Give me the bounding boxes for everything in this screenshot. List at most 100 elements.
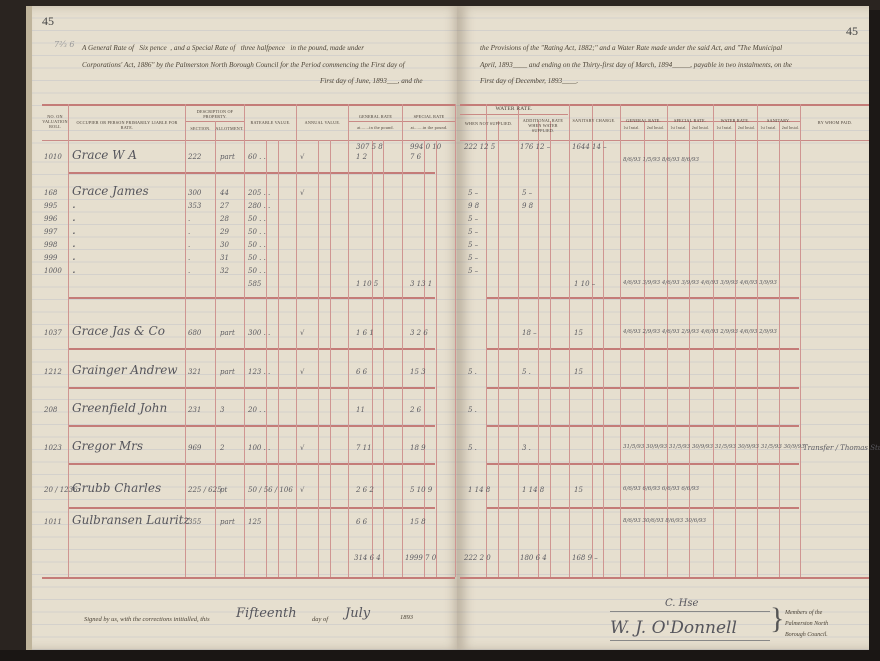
general-rate: 6 6 bbox=[356, 368, 368, 376]
rateable-value: 50 . . bbox=[248, 228, 266, 236]
rateable-value: 50 . . bbox=[248, 267, 266, 275]
rateable-value: 125 bbox=[248, 518, 262, 526]
column-rule bbox=[68, 104, 69, 577]
row-separator bbox=[68, 297, 435, 299]
row-separator bbox=[68, 172, 435, 174]
payment-dates: 8/6/93 30/6/93 8/6/93 30/6/93 bbox=[623, 518, 707, 524]
special-rate: 2 6 bbox=[410, 406, 422, 414]
special-rate: 15 3 bbox=[410, 368, 426, 376]
signature-2: W. J. O'Donnell bbox=[610, 618, 737, 638]
col-1st-instalment: 1st Instal. bbox=[623, 126, 640, 130]
rateable-value: 50 . . bbox=[248, 215, 266, 223]
payment-dates: 6/6/93 6/6/93 6/6/93 6/6/93 bbox=[623, 486, 700, 492]
column-rule bbox=[757, 104, 758, 577]
col-when-not-supplied: When Not Supplied. bbox=[464, 121, 513, 126]
members-line-1: Members of the bbox=[785, 610, 823, 616]
water-rate: 5 – bbox=[468, 215, 479, 223]
column-rule bbox=[569, 104, 570, 577]
page-number-left: 45 bbox=[42, 14, 54, 28]
col-valuation-roll: No. on Valuation Roll bbox=[42, 114, 68, 129]
rateable-value: 280 . . bbox=[248, 202, 271, 210]
section: . bbox=[188, 254, 191, 262]
valuation-number: 1023 bbox=[44, 444, 62, 452]
row-separator bbox=[68, 425, 435, 427]
col-by-whom-paid: By Whom Paid. bbox=[817, 120, 853, 125]
column-rule bbox=[383, 140, 384, 577]
col-1st-instalment: 1st Instal. bbox=[760, 126, 777, 130]
special-rate: 15 8 bbox=[410, 518, 426, 526]
col-1st-instalment: 1st Instal. bbox=[716, 126, 733, 130]
row-separator bbox=[486, 425, 799, 427]
signed-year: 1893 bbox=[400, 614, 413, 621]
col-pay-water: Water Rate. bbox=[720, 118, 750, 123]
valuation-number: 208 bbox=[44, 406, 58, 414]
column-rule bbox=[215, 121, 216, 577]
section: 969 bbox=[188, 444, 202, 452]
water-rate: 5 – bbox=[468, 189, 479, 197]
book-edge bbox=[869, 10, 880, 650]
total-special: 1999 7 0 bbox=[405, 554, 437, 562]
allotment: pt bbox=[220, 486, 228, 494]
column-rule bbox=[278, 140, 279, 577]
column-rule bbox=[603, 140, 604, 577]
occupier-name: . bbox=[72, 210, 76, 224]
water-rate: 9 8 bbox=[468, 202, 480, 210]
sanitary-charge: 15 bbox=[574, 486, 583, 494]
special-rate: 3 13 1 bbox=[410, 280, 433, 288]
allotment: 2 bbox=[220, 444, 225, 452]
table-bottom-rule bbox=[42, 577, 455, 579]
valuation-number: 998 bbox=[44, 241, 58, 249]
allotment: part bbox=[220, 153, 235, 161]
allotment: part bbox=[220, 518, 235, 526]
valuation-number: 995 bbox=[44, 202, 58, 210]
signature-line-2 bbox=[610, 640, 770, 641]
payment-dates: 4/6/93 2/9/93 4/6/93 2/9/93 4/6/93 2/9/9… bbox=[623, 329, 777, 335]
row-separator bbox=[486, 297, 799, 299]
margin-note: 7²⁄₃ 6 bbox=[54, 40, 75, 49]
col-2nd-instalment: 2nd Instal. bbox=[737, 126, 756, 130]
occupier-name: . bbox=[72, 197, 76, 211]
table-top-rule bbox=[42, 104, 455, 106]
special-rate: 18 9 bbox=[410, 444, 426, 452]
section: 225 / 625 bbox=[188, 486, 222, 494]
col-2nd-instalment: 2nd Instal. bbox=[646, 126, 665, 130]
members-line-3: Borough Council. bbox=[785, 632, 828, 638]
column-rule bbox=[244, 104, 245, 577]
valuation-number: 1010 bbox=[44, 153, 62, 161]
checked-mark: √ bbox=[300, 153, 305, 161]
additional-rate: 5 . bbox=[522, 368, 531, 376]
column-rule bbox=[436, 140, 437, 577]
additional-rate: 9 8 bbox=[522, 202, 534, 210]
general-rate: 6 6 bbox=[356, 518, 368, 526]
occupier-name: Grubb Charles bbox=[72, 481, 162, 495]
col-special-rate: Special Rate bbox=[413, 114, 445, 119]
rateable-value: 300 . . bbox=[248, 329, 271, 337]
page-number-right: 45 bbox=[846, 24, 858, 38]
column-rule bbox=[266, 140, 267, 577]
water-rate: 5 – bbox=[468, 254, 479, 262]
allotment: part bbox=[220, 368, 235, 376]
signed-day-of: day of bbox=[312, 616, 329, 623]
allotment: 44 bbox=[220, 189, 229, 197]
allotment: 32 bbox=[220, 267, 229, 275]
preamble-left-line-2: Corporations' Act, 1886" by the Palmerst… bbox=[82, 61, 405, 69]
allotment: 27 bbox=[220, 202, 229, 210]
column-rule bbox=[800, 104, 801, 577]
payment-dates: 31/5/93 30/9/93 31/5/93 30/9/93 31/5/93 … bbox=[623, 444, 805, 450]
column-rule bbox=[330, 140, 331, 577]
col-special-rate-sub: at.......in the pound. bbox=[410, 125, 448, 130]
special-rate: 3 2 6 bbox=[410, 329, 428, 337]
water-rate: 5 . bbox=[468, 368, 477, 376]
column-rule bbox=[498, 121, 499, 577]
brought-forward-additional: 176 12 – bbox=[520, 143, 551, 151]
column-rule bbox=[592, 104, 593, 577]
occupier-name: Greenfield John bbox=[72, 401, 168, 415]
brought-forward-general: 307 5 8 bbox=[356, 143, 383, 151]
occupier-name: Gregor Mrs bbox=[72, 439, 144, 453]
signature-line-1 bbox=[610, 611, 770, 612]
column-rule bbox=[620, 104, 621, 577]
column-rule bbox=[185, 104, 186, 577]
payment-sub-rule bbox=[620, 121, 800, 122]
valuation-number: 1011 bbox=[44, 518, 62, 526]
special-rate: 7 6 bbox=[410, 153, 422, 161]
